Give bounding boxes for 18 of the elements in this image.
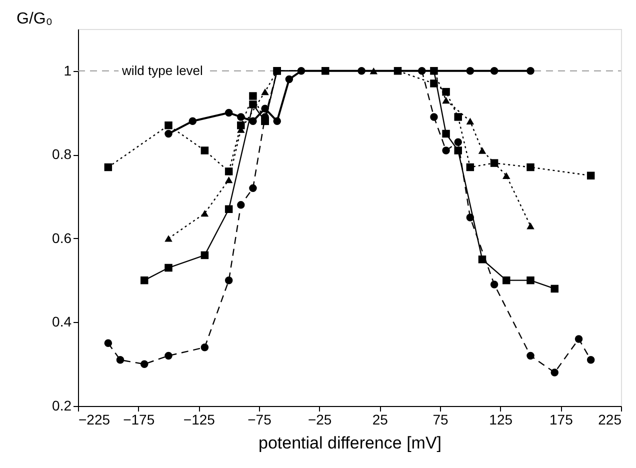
y-tick-label: 1 (64, 62, 72, 78)
x-tick-label: −125 (183, 412, 216, 428)
x-tick-label: 25 (372, 412, 388, 428)
x-tick-label: 225 (598, 412, 622, 428)
x-tick-label: 175 (549, 412, 574, 428)
ref-line-label: wild type level (121, 62, 204, 78)
y-tick-label: 0.4 (52, 314, 72, 330)
y-axis-title: G/G₀ (16, 10, 52, 28)
x-tick-label: −75 (248, 412, 272, 428)
y-tick-label: 0.8 (52, 146, 72, 162)
x-tick-label: −225 (78, 412, 110, 428)
x-axis-title: potential difference [mV] (258, 434, 442, 452)
y-tick-label: 0.2 (52, 398, 72, 414)
x-tick-label: 75 (432, 412, 448, 428)
y-tick-label: 0.6 (52, 230, 72, 246)
x-tick-label: −175 (123, 412, 155, 428)
x-tick-label: 125 (489, 412, 513, 428)
x-tick-label: −25 (308, 412, 332, 428)
